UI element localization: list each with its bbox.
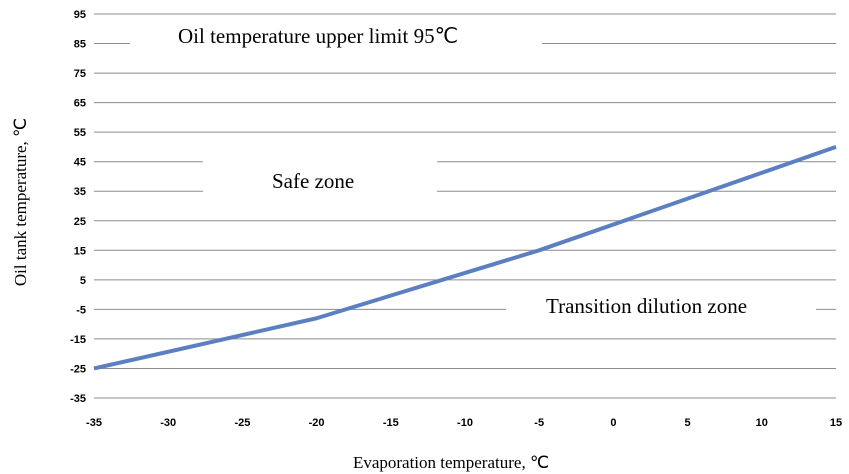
y-axis-title: Oil tank temperature, ℃: [11, 118, 30, 286]
x-tick-label: -25: [234, 417, 250, 429]
y-tick-label: -15: [70, 334, 86, 346]
x-tick-label: 0: [610, 417, 616, 429]
x-tick-label: 15: [830, 417, 842, 429]
annotation-background: [203, 158, 437, 204]
y-tick-label: 95: [74, 9, 86, 21]
annotation-upper-limit: Oil temperature upper limit 95℃: [178, 24, 458, 48]
y-tick-label: 65: [74, 98, 86, 110]
x-axis-title: Evaporation temperature, ℃: [353, 453, 549, 472]
y-tick-label: 5: [80, 275, 86, 287]
x-tick-label: -10: [457, 417, 473, 429]
x-tick-label: -35: [86, 417, 102, 429]
x-tick-label: 10: [756, 417, 768, 429]
x-tick-label: -30: [160, 417, 176, 429]
y-tick-label: -25: [70, 363, 86, 375]
y-tick-label: 85: [74, 39, 86, 51]
y-tick-label: 45: [74, 157, 86, 169]
series-line: [93, 145, 837, 371]
y-tick-label: 75: [74, 68, 86, 80]
annotation-background: [130, 18, 542, 58]
annotation-transition-zone: Transition dilution zone: [546, 294, 747, 318]
y-tick-label: -35: [70, 393, 86, 405]
y-tick-label: 25: [74, 216, 86, 228]
x-tick-label: -5: [534, 417, 544, 429]
grid-lines: [94, 13, 836, 399]
annotation-background: [506, 287, 816, 327]
y-tick-label: 35: [74, 186, 86, 198]
series-layer: [93, 145, 837, 371]
tick-labels: 95 85 75 65 55 45 35 25 15 5 -5 -15 -25 -35-35 -30 -25 -…: [70, 9, 842, 429]
x-tick-label: -15: [383, 417, 399, 429]
y-tick-label: 15: [74, 245, 86, 257]
annotation-layer: Oil temperature upper limit 95℃ Safe zon…: [130, 18, 816, 327]
annotation-safe-zone: Safe zone: [272, 169, 354, 193]
x-tick-label: -20: [309, 417, 325, 429]
y-tick-label: -5: [76, 304, 86, 316]
y-tick-label: 55: [74, 127, 86, 139]
x-tick-label: 5: [685, 417, 691, 429]
